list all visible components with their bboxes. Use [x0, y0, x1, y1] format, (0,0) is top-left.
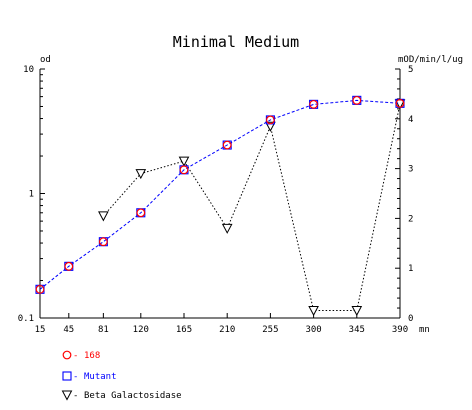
legend-dash: - — [73, 351, 78, 361]
x-tick-label: 210 — [219, 325, 235, 335]
right-tick-label: 2 — [408, 214, 413, 224]
data-point-beta-galactosidase — [308, 306, 319, 317]
x-axis-unit-label: mn — [419, 325, 430, 335]
chart-title: Minimal Medium — [173, 33, 299, 51]
data-point-beta-galactosidase — [135, 169, 147, 180]
x-tick-label: 120 — [133, 325, 149, 335]
x-tick-label: 81 — [98, 325, 109, 335]
data-point-beta-galactosidase — [351, 306, 363, 317]
plot-area — [35, 95, 406, 317]
data-point-168 — [352, 95, 362, 105]
data-point-168 — [309, 99, 319, 109]
data-point-168 — [98, 237, 108, 247]
legend-label: 168 — [84, 351, 100, 361]
right-tick-label: 5 — [408, 65, 413, 75]
legend-marker — [62, 350, 72, 360]
x-tick-label: 345 — [349, 325, 365, 335]
x-tick-label: 390 — [392, 325, 408, 335]
right-tick-label: 1 — [408, 264, 413, 274]
x-tick-label: 300 — [305, 325, 321, 335]
right-tick-label: 0 — [408, 314, 413, 324]
data-point-168 — [136, 208, 146, 218]
data-point-beta-galactosidase — [98, 211, 109, 222]
data-point-168 — [222, 140, 232, 150]
data-point-beta-galactosidase — [178, 156, 190, 167]
legend-dash: - — [73, 372, 78, 382]
data-point-168 — [179, 165, 189, 175]
data-point-168 — [266, 115, 275, 125]
x-tick-label: 255 — [262, 325, 278, 335]
data-point-168 — [64, 261, 74, 271]
data-point-168 — [35, 284, 45, 294]
legend-label: Beta Galactosidase — [84, 391, 182, 401]
data-point-beta-galactosidase — [221, 223, 233, 234]
left-tick-label: 0.1 — [18, 314, 34, 324]
x-tick-label: 15 — [35, 325, 46, 335]
legend-dash: - — [73, 391, 78, 401]
x-tick-label: 165 — [176, 325, 192, 335]
left-axis-label: od — [40, 55, 51, 65]
left-tick-label: 1 — [29, 190, 34, 200]
x-tick-label: 45 — [63, 325, 74, 335]
legend: -168- Mutant- Beta Galactosidase — [61, 350, 182, 401]
legend-marker — [62, 371, 72, 381]
left-tick-label: 10 — [23, 65, 34, 75]
right-tick-label: 3 — [408, 165, 413, 175]
series-line-mutant — [39, 99, 401, 290]
data-point-168 — [395, 98, 405, 108]
legend-marker — [61, 390, 73, 401]
right-tick-label: 4 — [408, 115, 413, 125]
right-axis-label: mOD/min/l/ug — [398, 55, 463, 65]
series-line-beta-galactosidase — [103, 103, 401, 311]
legend-label: Mutant — [84, 372, 117, 382]
